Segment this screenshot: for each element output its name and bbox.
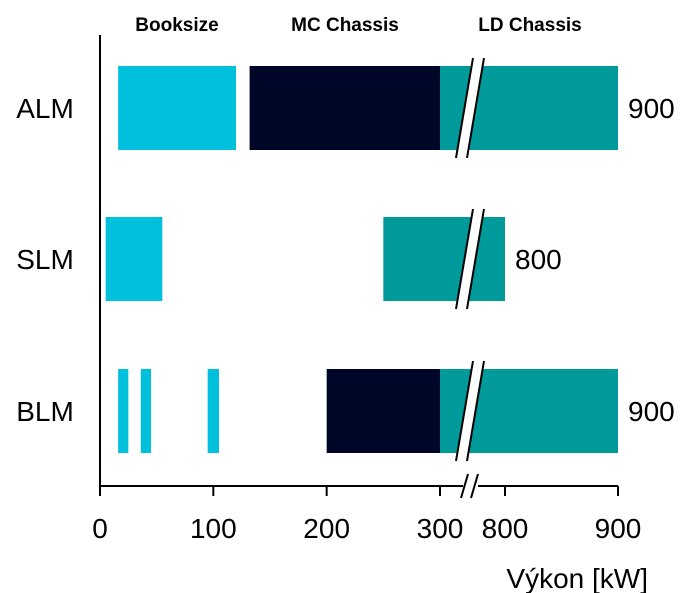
row-label-blm: BLM [16,396,74,427]
x-tick-label-300: 300 [417,513,464,544]
bar-booksize-blm-2 [118,369,129,453]
break-gap-alm [456,58,484,158]
x-tick-label-900: 900 [595,513,642,544]
header-label-ld-chassis: LD Chassis [478,15,581,36]
header-label-mc-chassis: MC Chassis [291,15,399,36]
bar-booksize-alm-0 [118,66,236,150]
bar-booksize-slm-1 [105,217,163,301]
x-tick-label-0: 0 [92,513,108,544]
row-label-alm: ALM [16,93,74,124]
bar-mc-chassis-alm-0 [249,66,440,150]
x-axis-break-a [460,473,469,499]
x-axis-break-b [470,473,479,499]
bar-ld-chassis-slm-1 [383,217,505,301]
x-axis-title: Výkon [kW] [506,563,648,593]
bar-booksize-blm-4 [207,369,219,453]
break-gap-blm [456,361,484,461]
break-line-a-blm [455,360,474,462]
break-line-b-alm [466,57,485,159]
x-tick-label-100: 100 [190,513,237,544]
end-label-slm: 800 [515,244,562,275]
break-gap-slm [456,209,484,309]
end-label-blm: 900 [628,396,675,427]
bar-booksize-blm-3 [140,369,151,453]
break-line-a-slm [455,208,474,310]
header-label-booksize: Booksize [135,15,218,36]
end-label-alm: 900 [628,93,675,124]
break-line-b-blm [466,360,485,462]
x-tick-label-200: 200 [303,513,350,544]
row-label-slm: SLM [16,244,74,275]
x-tick-label-800: 800 [482,513,529,544]
break-line-a-alm [455,57,474,159]
bar-mc-chassis-blm-1 [326,369,440,453]
break-line-b-slm [466,208,485,310]
